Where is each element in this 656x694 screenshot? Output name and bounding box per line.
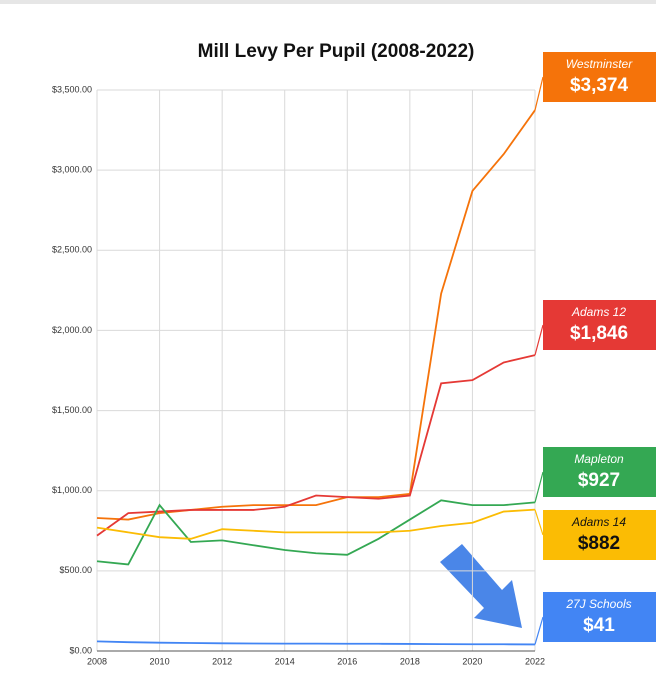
connector xyxy=(534,509,544,536)
x-tick-label: 2010 xyxy=(150,656,170,666)
y-tick-label: $0.00 xyxy=(69,645,92,655)
connector xyxy=(534,616,544,645)
connector xyxy=(534,471,544,503)
y-tick-label: $3,500.00 xyxy=(52,84,92,94)
callout-box xyxy=(543,447,656,497)
x-tick-label: 2014 xyxy=(275,656,295,666)
legend-label: Adams 14 xyxy=(571,515,626,529)
connector xyxy=(534,76,544,111)
value-label: $927 xyxy=(578,470,620,491)
top-edge xyxy=(0,0,656,4)
y-tick-label: $3,000.00 xyxy=(52,165,92,175)
value-label: $3,374 xyxy=(570,75,629,96)
value-label: $882 xyxy=(578,533,620,554)
callout-box xyxy=(543,300,656,350)
callout-box xyxy=(543,510,656,560)
y-tick-label: $500.00 xyxy=(59,565,92,575)
x-tick-label: 2022 xyxy=(525,656,545,666)
legend-label: Adams 12 xyxy=(571,305,626,319)
x-tick-label: 2020 xyxy=(462,656,482,666)
legend-label: 27J Schools xyxy=(565,597,631,611)
y-tick-label: $1,500.00 xyxy=(52,405,92,415)
x-tick-label: 2016 xyxy=(337,656,357,666)
value-label: $41 xyxy=(583,615,615,636)
connector xyxy=(534,324,544,356)
series-line xyxy=(96,640,536,646)
callout-box xyxy=(543,592,656,642)
y-tick-label: $2,500.00 xyxy=(52,245,92,255)
x-tick-label: 2018 xyxy=(400,656,420,666)
legend-label: Mapleton xyxy=(574,452,624,466)
chart-title: Mill Levy Per Pupil (2008-2022) xyxy=(198,41,475,62)
x-tick-label: 2008 xyxy=(87,656,107,666)
value-label: $1,846 xyxy=(570,323,628,344)
series-line xyxy=(96,109,536,521)
y-tick-label: $1,000.00 xyxy=(52,485,92,495)
legend-label: Westminster xyxy=(566,57,633,71)
series-line xyxy=(96,354,536,537)
y-tick-label: $2,000.00 xyxy=(52,325,92,335)
arrow xyxy=(440,544,522,628)
callout-box xyxy=(543,52,656,102)
x-tick-label: 2012 xyxy=(212,656,232,666)
series-line xyxy=(96,508,536,540)
series-line xyxy=(96,499,536,566)
